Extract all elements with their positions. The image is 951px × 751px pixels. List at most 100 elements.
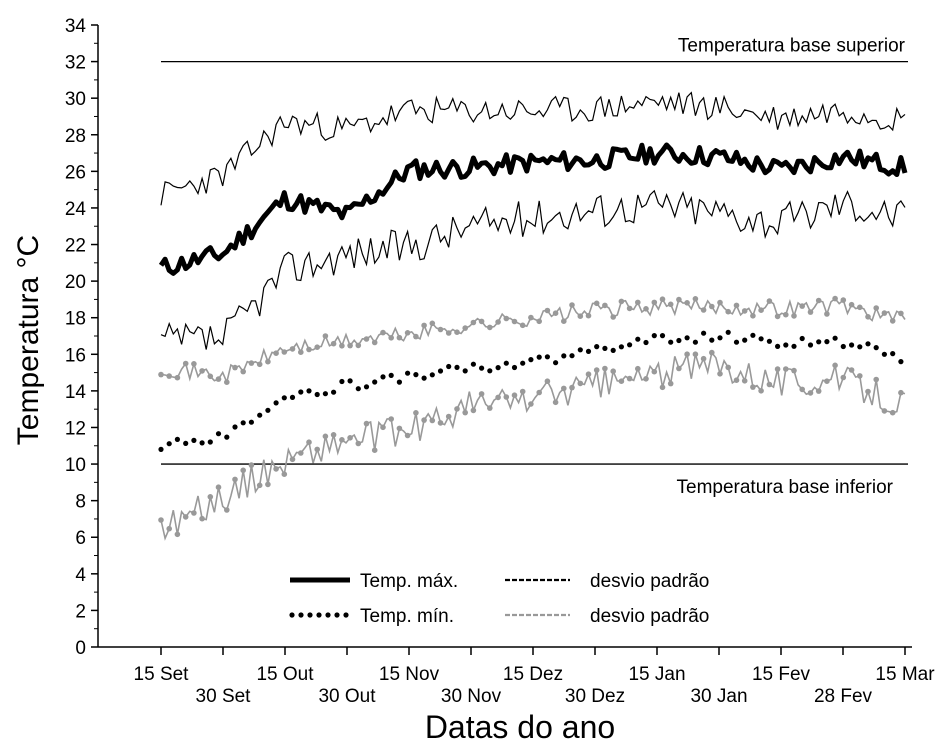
data-point-tmin — [191, 437, 197, 443]
data-point-tmin_lower — [618, 378, 625, 385]
data-point-tmin_upper — [832, 295, 838, 302]
data-point-tmin — [709, 337, 715, 343]
data-point-tmin — [487, 368, 493, 374]
data-point-tmin_upper — [684, 300, 690, 306]
data-point-tmin_upper — [733, 302, 740, 309]
x-tick-label: 15 Jan — [628, 664, 685, 685]
data-point-tmin_lower — [380, 424, 386, 431]
data-point-tmin — [289, 394, 296, 400]
legend-label: desvio padrão — [590, 606, 709, 627]
data-point-tmin — [232, 424, 238, 430]
data-point-tmin_upper — [182, 360, 189, 367]
data-point-tmin_upper — [799, 303, 805, 309]
data-point-tmin — [890, 351, 896, 357]
data-point-tmin_lower — [445, 413, 452, 420]
data-point-tmin_lower — [651, 368, 658, 375]
x-tick-label: 30 Jan — [690, 686, 747, 707]
x-tick-label: 30 Dez — [565, 686, 625, 707]
data-point-tmin_upper — [791, 313, 797, 319]
data-point-tmin_upper — [774, 313, 781, 320]
data-point-tmin_upper — [815, 297, 822, 304]
data-point-tmin — [429, 372, 435, 378]
data-point-tmin — [849, 342, 855, 348]
series-line-tmax_lower — [160, 189, 906, 350]
data-point-tmin_upper — [380, 329, 386, 336]
data-point-tmin — [898, 359, 904, 365]
data-point-tmin_lower — [577, 380, 584, 387]
x-tick-label: 15 Dez — [503, 664, 563, 685]
data-point-tmin_lower — [832, 362, 838, 369]
reference-lines: Temperatura base superior Temperatura bas… — [161, 36, 908, 498]
data-point-tmin_upper — [643, 306, 649, 312]
data-point-tmin_lower — [454, 406, 460, 412]
data-point-tmin_lower — [314, 446, 321, 453]
data-point-tmin — [355, 386, 361, 392]
y-tick-label: 0 — [75, 638, 86, 659]
data-point-tmin_upper — [544, 307, 551, 314]
data-point-tmin_lower — [495, 394, 501, 401]
data-point-tmin — [248, 419, 254, 425]
data-point-tmin_lower — [848, 367, 855, 373]
y-tick-label: 8 — [75, 492, 86, 513]
data-point-tmin — [257, 412, 263, 418]
data-point-tmin — [495, 365, 501, 371]
data-point-tmin — [873, 345, 879, 351]
x-tick-label: 15 Set — [134, 664, 190, 685]
y-tick-label: 18 — [65, 309, 86, 330]
data-point-tmin_lower — [700, 355, 707, 362]
data-point-tmin_upper — [881, 310, 888, 316]
data-point-tmin_upper — [873, 305, 879, 311]
reference-line-label: Temperatura base superior — [678, 36, 906, 57]
data-point-tmin — [479, 365, 485, 371]
data-point-tmin — [528, 357, 534, 363]
data-point-tmin_lower — [306, 439, 312, 446]
data-point-tmin — [421, 375, 427, 381]
data-point-tmin_lower — [873, 376, 879, 383]
data-point-tmin_lower — [783, 366, 789, 372]
x-tick-label: 15 Fev — [752, 664, 811, 685]
data-point-tmin_upper — [265, 358, 271, 365]
data-point-tmin_upper — [561, 318, 567, 325]
data-point-tmin_lower — [593, 367, 600, 373]
data-point-tmin — [446, 363, 452, 370]
data-point-tmin_lower — [610, 368, 616, 375]
data-point-tmin — [339, 378, 345, 385]
data-point-tmin — [215, 431, 222, 437]
data-point-tmin_lower — [240, 467, 246, 474]
data-point-tmin_lower — [429, 417, 436, 424]
data-point-tmin — [824, 339, 830, 345]
data-point-tmin — [405, 370, 411, 376]
data-point-tmin_upper — [848, 301, 855, 308]
data-point-tmin_lower — [569, 384, 575, 391]
data-point-tmin_upper — [454, 329, 460, 336]
data-point-tmin — [536, 354, 542, 360]
data-point-tmin_lower — [626, 375, 633, 382]
data-point-tmin — [816, 339, 822, 345]
y-tick-label: 28 — [65, 126, 86, 147]
data-point-tmin_upper — [766, 298, 773, 304]
data-point-tmin — [166, 441, 172, 447]
data-point-tmin_lower — [437, 420, 444, 426]
legend-swatch-tmin-dot — [343, 612, 349, 618]
data-point-tmin_lower — [857, 373, 863, 379]
data-point-tmin_lower — [865, 388, 871, 395]
data-point-tmin_upper — [635, 299, 641, 306]
data-point-tmin — [520, 360, 526, 366]
data-point-tmin — [618, 344, 625, 350]
data-point-tmin — [766, 338, 773, 344]
data-point-tmin_lower — [289, 456, 296, 463]
data-point-tmin — [347, 378, 353, 384]
data-point-tmin_lower — [659, 384, 666, 391]
data-point-tmin_upper — [248, 360, 255, 366]
data-point-tmin_upper — [725, 308, 731, 315]
data-point-tmin — [692, 339, 699, 345]
data-point-tmin — [158, 446, 164, 452]
data-point-tmin — [627, 342, 633, 348]
data-point-tmin — [684, 335, 690, 341]
data-point-tmin_lower — [898, 389, 904, 396]
data-point-tmin_upper — [503, 315, 510, 322]
data-point-tmin_lower — [758, 388, 764, 394]
data-point-tmin_upper — [602, 302, 608, 309]
data-point-tmin_lower — [166, 525, 172, 532]
data-point-tmin_lower — [561, 385, 567, 392]
